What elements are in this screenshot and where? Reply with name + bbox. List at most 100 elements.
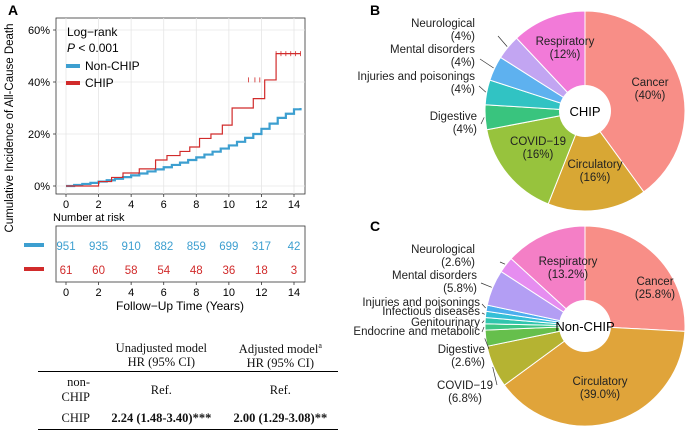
pie-label: (6.8%) (448, 393, 482, 405)
risk-swatch-non-chip (24, 243, 44, 247)
pie-label: (2.6%) (441, 257, 475, 269)
pie-leader-line (480, 117, 485, 125)
hr-cell: Ref. (150, 382, 172, 397)
pie-label: (4%) (451, 84, 475, 96)
risk-plot-box (55, 225, 306, 283)
pie-label: (13.2%) (548, 269, 588, 281)
hr-header-row: Unadjusted model HR (95% CI) Adjusted mod… (38, 338, 338, 373)
km-series-chip (66, 53, 301, 187)
y-axis-label: Cumulative Incidence of All-Cause Death (4, 23, 16, 232)
risk-count-non-chip: 859 (187, 241, 206, 253)
km-x-tick-label: 12 (255, 199, 267, 211)
pie-leader-line (481, 303, 486, 309)
risk-count-non-chip: 42 (288, 241, 301, 253)
pie-center-label: CHIP (569, 104, 600, 119)
km-y-tick-label: 0% (34, 181, 50, 193)
hr-row-label: CHIP (38, 408, 100, 430)
km-series-non-chip (66, 108, 302, 188)
pie-leader-line (478, 85, 487, 93)
pie-leader-line (484, 338, 490, 350)
risk-numbers: 951 61 935 60 910 58 882 54 859 48 699 36 317 18 42 3 (56, 241, 300, 277)
risk-count-chip: 54 (157, 265, 170, 277)
pie-label: (16%) (580, 172, 611, 184)
km-x-tick-label: 0 (63, 199, 69, 211)
risk-count-chip: 61 (60, 265, 73, 277)
risk-count-non-chip: 951 (56, 241, 75, 253)
pie-label: Respiratory (536, 36, 595, 48)
pie-label: (16%) (523, 149, 554, 161)
pie-label: Endocrine and metabolic (353, 326, 480, 338)
pie-leader-line (480, 282, 492, 288)
pie-label: COVID−19 (437, 380, 493, 392)
pie-chip: CHIPCancer(40%)Circulatory(16%)COVID−19(… (357, 10, 685, 212)
km-x-tick-label: 8 (193, 199, 199, 211)
km-x-tick-label: 4 (128, 199, 134, 211)
pie-label: (5.8%) (443, 283, 477, 295)
pie-label: Neurological (411, 18, 475, 30)
pie-center-label: Non-CHIP (555, 319, 614, 334)
pie-leader-line (497, 35, 508, 47)
pie-label: Injuries and poisonings (362, 297, 480, 309)
risk-count-chip: 18 (255, 265, 268, 277)
risk-x-tick-label: 4 (128, 287, 134, 299)
pie-label: Cancer (636, 276, 673, 288)
hr-header-adjusted: Adjusted modela HR (95% CI) (222, 338, 338, 373)
pie-slice-respiratory (510, 225, 586, 328)
km-x-tick-label: 10 (223, 199, 235, 211)
pie-label: Cancer (631, 77, 668, 89)
pie-label: Circulatory (573, 376, 628, 388)
km-x-tick-label: 6 (161, 199, 167, 211)
pie-slice-respiratory (515, 10, 586, 113)
risk-swatch-chip (24, 267, 44, 271)
pie-leader-line (481, 320, 485, 324)
panel-label-a: A (8, 2, 18, 18)
pie-label: Circulatory (568, 159, 623, 171)
pie-label: Digestive (438, 344, 485, 356)
pie-label: (4%) (453, 124, 477, 136)
km-x-tick-label: 2 (96, 199, 102, 211)
km-x-tick-label: 14 (288, 199, 300, 211)
panel-label-b: B (370, 2, 380, 18)
risk-x-tick-label: 10 (223, 287, 235, 299)
pie-leader-line (492, 366, 498, 386)
pie-label: (39.0%) (580, 389, 620, 401)
km-axes: 0% 20% 40% 60% 0 2 4 6 8 10 12 14 (28, 25, 300, 211)
pie-label: COVID−19 (510, 136, 566, 148)
pie-label: Digestive (430, 111, 477, 123)
hazard-ratio-table: Unadjusted model HR (95% CI) Adjusted mod… (38, 338, 338, 430)
pie-label: Infectious diseases (382, 306, 480, 318)
pie-center-hole (559, 300, 611, 352)
km-curves (66, 51, 302, 188)
pie-label: Mental disorders (392, 270, 477, 282)
risk-x-tick-label: 14 (288, 287, 300, 299)
risk-title: Number at risk (53, 212, 125, 224)
risk-count-non-chip: 882 (154, 241, 173, 253)
risk-count-chip: 36 (222, 265, 235, 277)
hr-cell: Ref. (269, 382, 291, 397)
pie-slice-cancer (584, 10, 685, 193)
hr-header-blank (38, 338, 100, 373)
legend-swatch-non-chip (66, 64, 80, 68)
panel-label-c: C (370, 218, 380, 234)
risk-count-non-chip: 910 (122, 241, 141, 253)
legend-label-chip: CHIP (85, 76, 114, 90)
pie-label: Respiratory (539, 256, 598, 268)
pie-label: (4%) (451, 57, 475, 69)
pie-center-hole (559, 85, 611, 137)
risk-table: Number at risk 9516193560910588825485948… (24, 212, 306, 313)
pie-leader-line (481, 312, 485, 315)
legend-title: Log−rank (67, 25, 118, 39)
legend-swatch-chip (66, 81, 80, 85)
km-plot: 0% 20% 40% 60% 0 2 4 6 8 10 12 14 Log−rank P < 0.00… (4, 17, 306, 233)
risk-count-non-chip: 317 (252, 241, 271, 253)
km-y-tick-label: 20% (28, 129, 50, 141)
pie-label: (2.6%) (451, 357, 485, 369)
pie-slice-circulatory (503, 325, 685, 427)
pie-label: (12%) (550, 49, 581, 61)
risk-count-non-chip: 935 (89, 241, 108, 253)
pie-non-chip: Non-CHIP Cancer(25.8%) Circulatory(39.0%) C… (353, 225, 685, 427)
p-label: P (67, 41, 75, 55)
pie-label: Injuries and poisonings (357, 71, 475, 83)
risk-count-chip: 60 (92, 265, 105, 277)
